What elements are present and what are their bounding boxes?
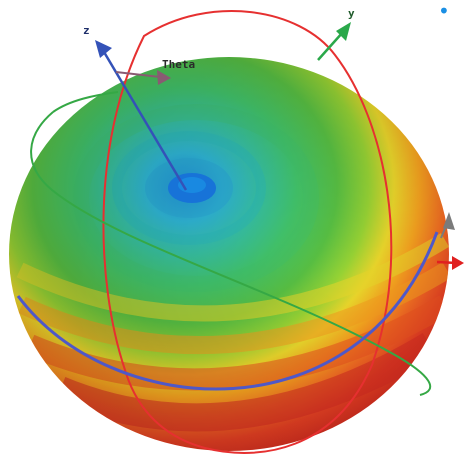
orbit-rings — [16, 10, 439, 454]
pattern-surface — [9, 57, 449, 451]
corner-dot-marker: • — [438, 0, 450, 23]
green-orbit-ring-top — [52, 91, 119, 113]
contour-bands — [9, 57, 449, 451]
y-axis — [317, 31, 344, 61]
theta-direction-arrowhead — [157, 70, 171, 85]
blue-equator-ring — [16, 231, 439, 391]
x-axis-arrowhead — [452, 256, 464, 270]
z-axis — [102, 51, 188, 191]
phi-direction-line — [440, 225, 447, 239]
phi-direction-arrowhead — [443, 212, 455, 230]
theta-label: Theta — [162, 58, 195, 71]
axes — [95, 22, 464, 270]
red-orbit-ring — [102, 10, 393, 454]
z-axis-label: z — [83, 24, 90, 37]
green-orbit-ring — [30, 111, 432, 396]
z-axis-arrowhead — [95, 40, 112, 58]
y-axis-arrowhead — [336, 22, 351, 41]
y-axis-label: y — [348, 7, 355, 20]
theta-direction-line — [115, 71, 161, 78]
